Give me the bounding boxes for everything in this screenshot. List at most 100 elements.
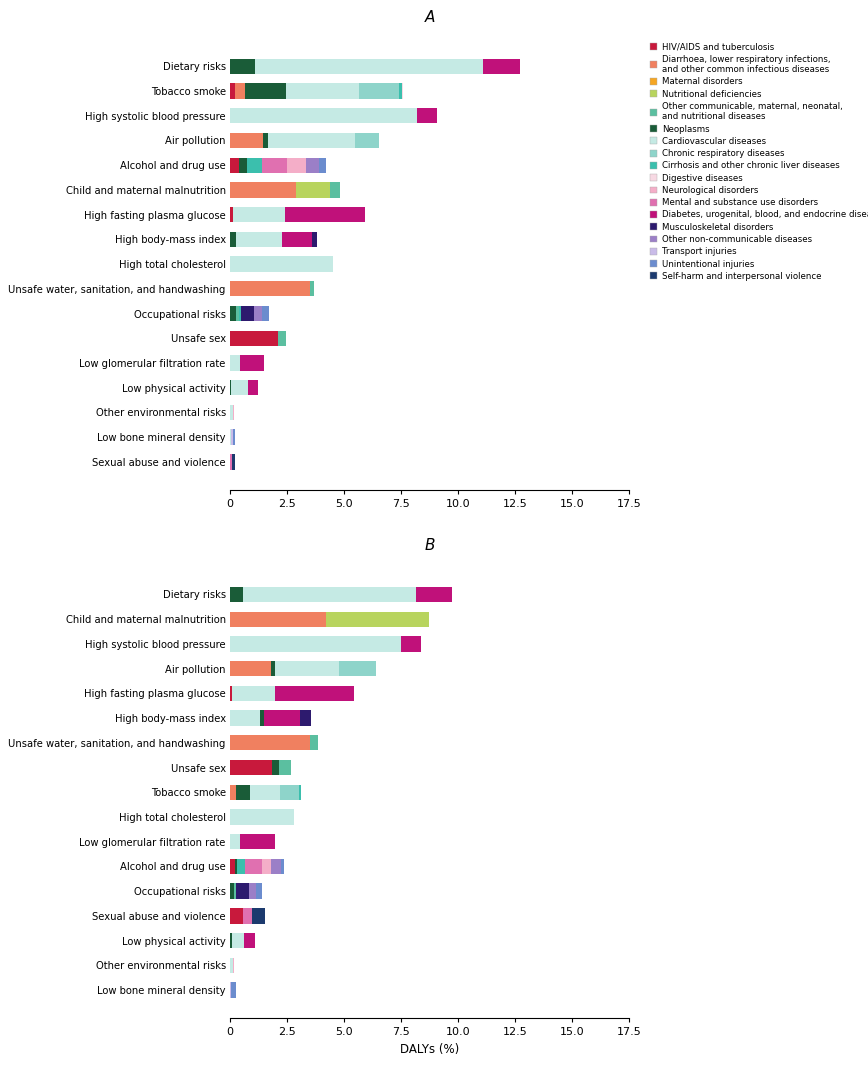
Bar [234,859,237,874]
Bar [233,686,274,701]
Bar [240,834,274,849]
Bar [279,760,291,775]
Bar [359,84,399,99]
Bar [312,232,317,247]
Bar [273,760,279,775]
Bar [232,933,245,949]
Bar [247,158,261,173]
Bar [230,331,278,346]
Bar [250,784,279,800]
Text: B: B [424,538,435,553]
Bar [230,429,232,444]
Bar [339,661,376,676]
Bar [232,454,235,469]
Bar [326,612,429,627]
Bar [230,636,401,651]
Bar [230,207,233,222]
Bar [256,883,262,898]
Bar [230,957,233,972]
Bar [263,133,268,148]
Bar [230,784,236,800]
Bar [236,883,248,898]
Bar [268,133,355,148]
Bar [286,207,365,222]
X-axis label: DALYs (%): DALYs (%) [400,1043,459,1056]
Bar [230,908,242,923]
Bar [275,661,339,676]
Bar [233,429,235,444]
Bar [230,306,236,321]
Bar [264,710,299,725]
Bar [230,454,232,469]
Bar [236,232,282,247]
Bar [240,306,241,321]
Bar [248,883,256,898]
Bar [246,859,262,874]
Bar [253,306,262,321]
Bar [245,84,286,99]
Bar [230,405,233,420]
Bar [248,380,258,395]
Bar [230,760,273,775]
Bar [483,59,520,74]
Bar [230,182,296,197]
Bar [230,158,239,173]
Bar [230,256,332,272]
Bar [234,84,245,99]
Bar [230,355,240,370]
Bar [231,982,236,998]
Bar [230,232,236,247]
Bar [230,108,418,123]
Bar [242,587,416,602]
Bar [230,59,255,74]
Bar [299,784,301,800]
Bar [271,661,275,676]
Bar [286,84,359,99]
Bar [230,612,326,627]
Bar [402,84,404,99]
Bar [230,982,231,998]
Bar [355,133,378,148]
Bar [239,158,247,173]
Bar [280,859,284,874]
Bar [236,306,240,321]
Bar [233,405,234,420]
Bar [237,859,246,874]
Bar [399,84,402,99]
Text: A: A [424,10,435,25]
Bar [274,686,354,701]
Legend: HIV/AIDS and tuberculosis, Diarrhoea, lower respiratory infections,
and other co: HIV/AIDS and tuberculosis, Diarrhoea, lo… [649,42,868,281]
Bar [230,710,260,725]
Bar [230,735,310,750]
Bar [255,59,483,74]
Bar [230,587,242,602]
Bar [231,380,248,395]
Bar [230,933,232,949]
Bar [230,883,234,898]
Bar [252,908,265,923]
Bar [416,587,452,602]
Bar [286,158,306,173]
Bar [271,859,280,874]
Bar [319,158,326,173]
Bar [282,232,312,247]
Bar [230,686,233,701]
Bar [240,355,264,370]
Bar [230,859,234,874]
Bar [236,784,250,800]
Bar [262,859,271,874]
Bar [230,84,234,99]
Bar [242,908,252,923]
Bar [260,710,264,725]
Bar [230,380,231,395]
Bar [262,306,269,321]
Bar [331,182,339,197]
Bar [230,133,263,148]
Bar [241,306,253,321]
Bar [230,809,294,824]
Bar [306,158,319,173]
Bar [299,710,311,725]
Bar [401,636,420,651]
Bar [245,933,254,949]
Bar [296,182,331,197]
